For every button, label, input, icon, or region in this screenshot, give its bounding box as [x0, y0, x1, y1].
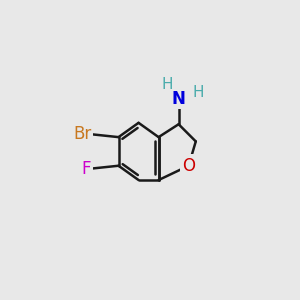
Text: H: H [161, 77, 173, 92]
Text: F: F [82, 160, 91, 178]
Text: H: H [193, 85, 204, 100]
Text: Br: Br [73, 125, 91, 143]
Text: O: O [182, 157, 195, 175]
Text: N: N [172, 89, 185, 107]
